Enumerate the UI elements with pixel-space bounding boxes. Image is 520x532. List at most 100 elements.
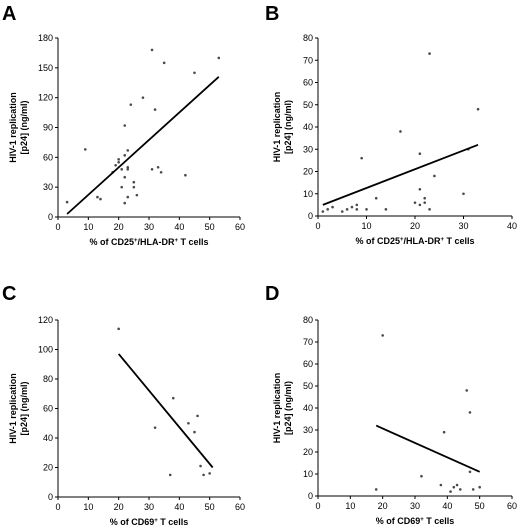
data-point: [374, 488, 378, 491]
data-point: [168, 473, 172, 477]
y-tick-label: 0: [308, 491, 313, 501]
data-point: [126, 167, 130, 171]
data-point: [418, 188, 422, 191]
y-axis-title-line2: [p24] (ng/ml): [19, 101, 29, 155]
y-axis-title-line1: HIV-1 replication: [8, 373, 18, 444]
data-point: [321, 210, 325, 213]
y-tick-label: 50: [303, 381, 313, 391]
data-point: [117, 327, 120, 331]
data-point: [355, 208, 359, 211]
y-tick-label: 40: [303, 122, 313, 132]
y-axis-title-line1: HIV-1 replication: [272, 92, 282, 163]
y-tick-label: 30: [303, 425, 313, 435]
data-point: [126, 195, 130, 199]
data-point: [340, 210, 344, 213]
x-axis-title: % of CD25+/HLA-DR+ T cells: [355, 236, 474, 246]
data-point: [193, 430, 196, 434]
y-tick-label: 80: [43, 374, 53, 384]
data-point: [129, 103, 133, 106]
data-point: [159, 170, 163, 174]
y-tick-label: 100: [38, 345, 53, 355]
x-tick-label: 40: [174, 222, 184, 232]
data-point: [199, 464, 202, 468]
data-point: [123, 154, 127, 157]
y-tick-label: 0: [308, 211, 313, 221]
data-point: [65, 200, 69, 204]
y-tick-label: 70: [303, 337, 313, 347]
data-point: [193, 71, 196, 75]
data-point: [123, 175, 127, 179]
data-point: [153, 108, 157, 111]
panel-a: A 0 30 60 90 120 150 180 0 10 20 30 40 50 60 HIV-1 repl…: [2, 3, 245, 247]
x-tick-label: 10: [361, 221, 371, 231]
y-tick-label: 120: [38, 315, 53, 325]
x-tick-label: 40: [174, 502, 184, 512]
data-point: [117, 158, 120, 161]
y-tick-label: 0: [48, 212, 53, 222]
data-point: [345, 208, 349, 211]
data-point: [202, 473, 205, 477]
data-point: [355, 203, 359, 207]
x-tick-label: 50: [205, 502, 215, 512]
data-point: [462, 192, 465, 196]
data-point: [420, 474, 423, 478]
y-axis-title-line1: HIV-1 replication: [272, 373, 282, 444]
data-point: [153, 426, 157, 429]
data-point: [150, 167, 154, 171]
y-axis-title-line2: [p24] (ng/ml): [283, 381, 293, 435]
data-point: [123, 201, 127, 205]
panel-letter: B: [265, 3, 279, 25]
x-tick-label: 0: [55, 222, 60, 232]
data-point: [141, 96, 145, 99]
data-point: [132, 185, 136, 189]
x-tick-label: 60: [235, 222, 245, 232]
data-point: [478, 485, 481, 489]
data-point: [135, 193, 139, 197]
data-point: [458, 488, 462, 491]
x-tick-label: 20: [410, 221, 420, 231]
regression-line: [66, 76, 220, 215]
x-tick-label: 20: [114, 222, 124, 232]
panel-letter: D: [265, 283, 279, 305]
data-point: [156, 165, 160, 169]
data-point: [418, 152, 422, 155]
panel-d: D 0 10 20 30 40 50 60 70 80 0 10 20 30 40 50 60 HIV-1 rep…: [265, 283, 517, 526]
y-tick-label: 80: [303, 315, 313, 325]
data-point: [374, 196, 378, 200]
y-tick-label: 50: [303, 100, 313, 110]
y-axis-title-line2: [p24] (ng/ml): [283, 100, 293, 154]
data-point: [471, 488, 475, 491]
data-point: [162, 61, 166, 65]
x-tick-label: 0: [315, 501, 320, 511]
x-tick-label: 0: [55, 502, 60, 512]
x-tick-label: 60: [235, 502, 245, 512]
data-point: [449, 490, 452, 493]
x-tick-label: 10: [83, 222, 93, 232]
x-tick-label: 50: [205, 222, 215, 232]
y-tick-label: 0: [48, 492, 53, 502]
data-point: [114, 163, 117, 167]
x-tick-label: 30: [458, 221, 468, 231]
data-point: [360, 156, 363, 160]
data-point: [184, 173, 187, 177]
x-tick-label: 30: [144, 502, 154, 512]
data-point: [365, 208, 368, 211]
x-tick-label: 40: [442, 501, 452, 511]
y-tick-label: 20: [303, 167, 313, 177]
regression-line: [375, 424, 481, 473]
y-axis-title-line1: HIV-1 replication: [8, 92, 18, 163]
y-tick-label: 20: [43, 463, 53, 473]
regression-line: [322, 143, 479, 206]
data-point: [452, 485, 456, 489]
data-point: [442, 430, 446, 434]
data-point: [150, 48, 154, 52]
x-tick-label: 30: [144, 222, 154, 232]
x-tick-label: 10: [345, 501, 355, 511]
data-point: [381, 334, 384, 337]
x-tick-label: 20: [114, 502, 124, 512]
y-tick-label: 70: [303, 55, 313, 65]
data-point: [455, 483, 459, 487]
x-tick-label: 40: [507, 221, 517, 231]
data-point: [123, 124, 127, 127]
